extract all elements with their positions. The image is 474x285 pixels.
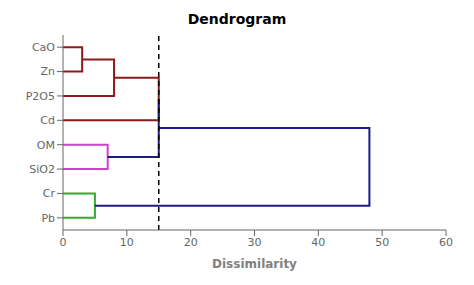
svg-text:20: 20: [184, 236, 198, 249]
svg-text:60: 60: [439, 236, 453, 249]
svg-text:P2O5: P2O5: [26, 90, 55, 103]
svg-text:Zn: Zn: [40, 65, 55, 78]
svg-text:40: 40: [311, 236, 325, 249]
svg-text:0: 0: [60, 236, 67, 249]
svg-text:50: 50: [375, 236, 389, 249]
svg-text:OM: OM: [37, 139, 55, 152]
svg-text:CaO: CaO: [32, 41, 55, 54]
svg-text:Cr: Cr: [43, 187, 56, 200]
html-text:Dendrogram: Dendrogram: [187, 11, 287, 27]
svg-text:Cd: Cd: [40, 114, 55, 127]
svg-text:30: 30: [248, 236, 262, 249]
svg-text:SiO2: SiO2: [29, 163, 55, 176]
svg-text:Dissimilarity: Dissimilarity: [212, 257, 297, 271]
svg-text:10: 10: [120, 236, 134, 249]
svg-text:Pb: Pb: [41, 212, 55, 225]
